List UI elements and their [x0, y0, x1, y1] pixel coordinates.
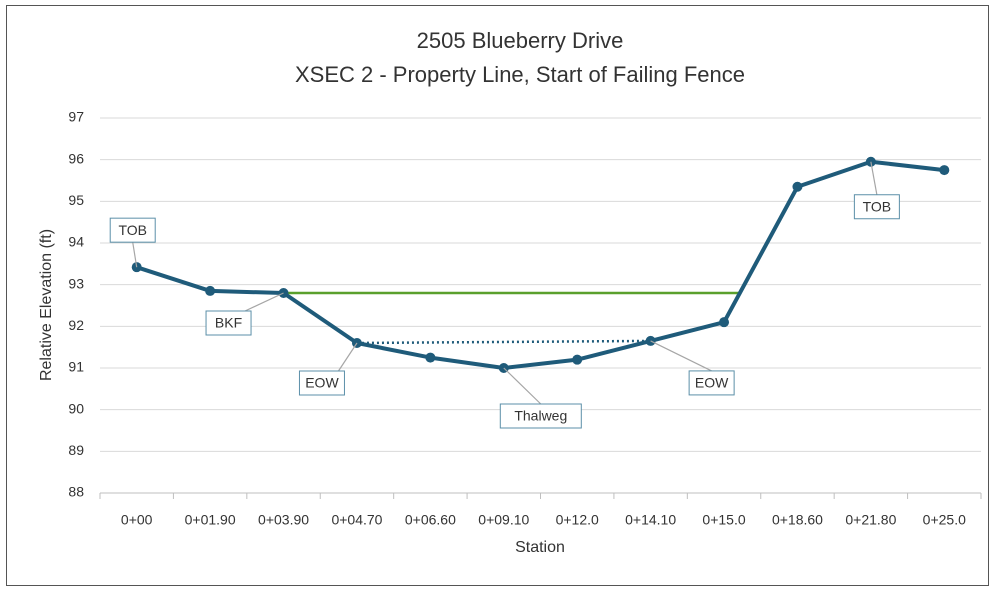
annotation-label: EOW — [695, 375, 729, 391]
annotation-label: EOW — [305, 375, 339, 391]
y-axis-label: Relative Elevation (ft) — [38, 229, 55, 381]
data-point — [939, 165, 950, 176]
data-point — [425, 352, 436, 363]
annotation-label: Thalweg — [514, 408, 567, 424]
y-tick-label: 93 — [68, 275, 84, 291]
x-tick-label: 0+09.10 — [478, 512, 529, 528]
x-tick-label: 0+04.70 — [331, 512, 382, 528]
y-tick-label: 89 — [68, 442, 84, 458]
x-tick-label: 0+15.0 — [702, 512, 745, 528]
annotation-box — [298, 370, 345, 396]
y-tick-label: 94 — [68, 234, 84, 250]
annotation-label: BKF — [215, 315, 242, 331]
y-tick-label: 97 — [68, 109, 84, 125]
data-point — [792, 181, 803, 192]
y-tick-label: 88 — [68, 484, 84, 500]
data-point — [572, 354, 583, 365]
leader-line — [870, 161, 878, 195]
x-tick-label: 0+14.10 — [625, 512, 676, 528]
x-tick-label: 0+18.60 — [772, 512, 823, 528]
annotation-box — [205, 310, 252, 336]
leader-line — [650, 340, 712, 372]
data-point — [719, 317, 730, 328]
annotation-box — [499, 403, 582, 429]
annotation-box — [688, 370, 735, 396]
annotation-box — [853, 194, 900, 220]
annotation-box — [109, 217, 156, 243]
series-line — [356, 339, 651, 345]
y-tick-label: 96 — [68, 150, 84, 166]
y-tick-label: 95 — [68, 192, 84, 208]
x-axis-label: Station — [515, 539, 565, 556]
y-tick-label: 92 — [68, 317, 84, 333]
x-tick-label: 0+21.80 — [845, 512, 896, 528]
x-tick-label: 0+12.0 — [556, 512, 599, 528]
chart-subtitle: XSEC 2 - Property Line, Start of Failing… — [295, 62, 745, 87]
leader-line — [337, 342, 358, 372]
x-tick-label: 0+01.90 — [185, 512, 236, 528]
y-tick-label: 90 — [68, 400, 84, 416]
leader-line — [503, 367, 542, 405]
leader-line — [244, 292, 284, 312]
x-tick-label: 0+06.60 — [405, 512, 456, 528]
annotation-label: TOB — [863, 198, 892, 214]
x-tick-label: 0+00 — [121, 512, 153, 528]
x-tick-label: 0+03.90 — [258, 512, 309, 528]
x-tick-label: 0+25.0 — [923, 512, 966, 528]
annotation-label: TOB — [118, 222, 147, 238]
series-line — [136, 159, 945, 370]
leader-line — [132, 242, 138, 268]
y-tick-label: 91 — [68, 359, 84, 375]
chart-title: 2505 Blueberry Drive — [417, 28, 624, 53]
data-point — [205, 285, 216, 296]
chart-border — [6, 5, 989, 586]
